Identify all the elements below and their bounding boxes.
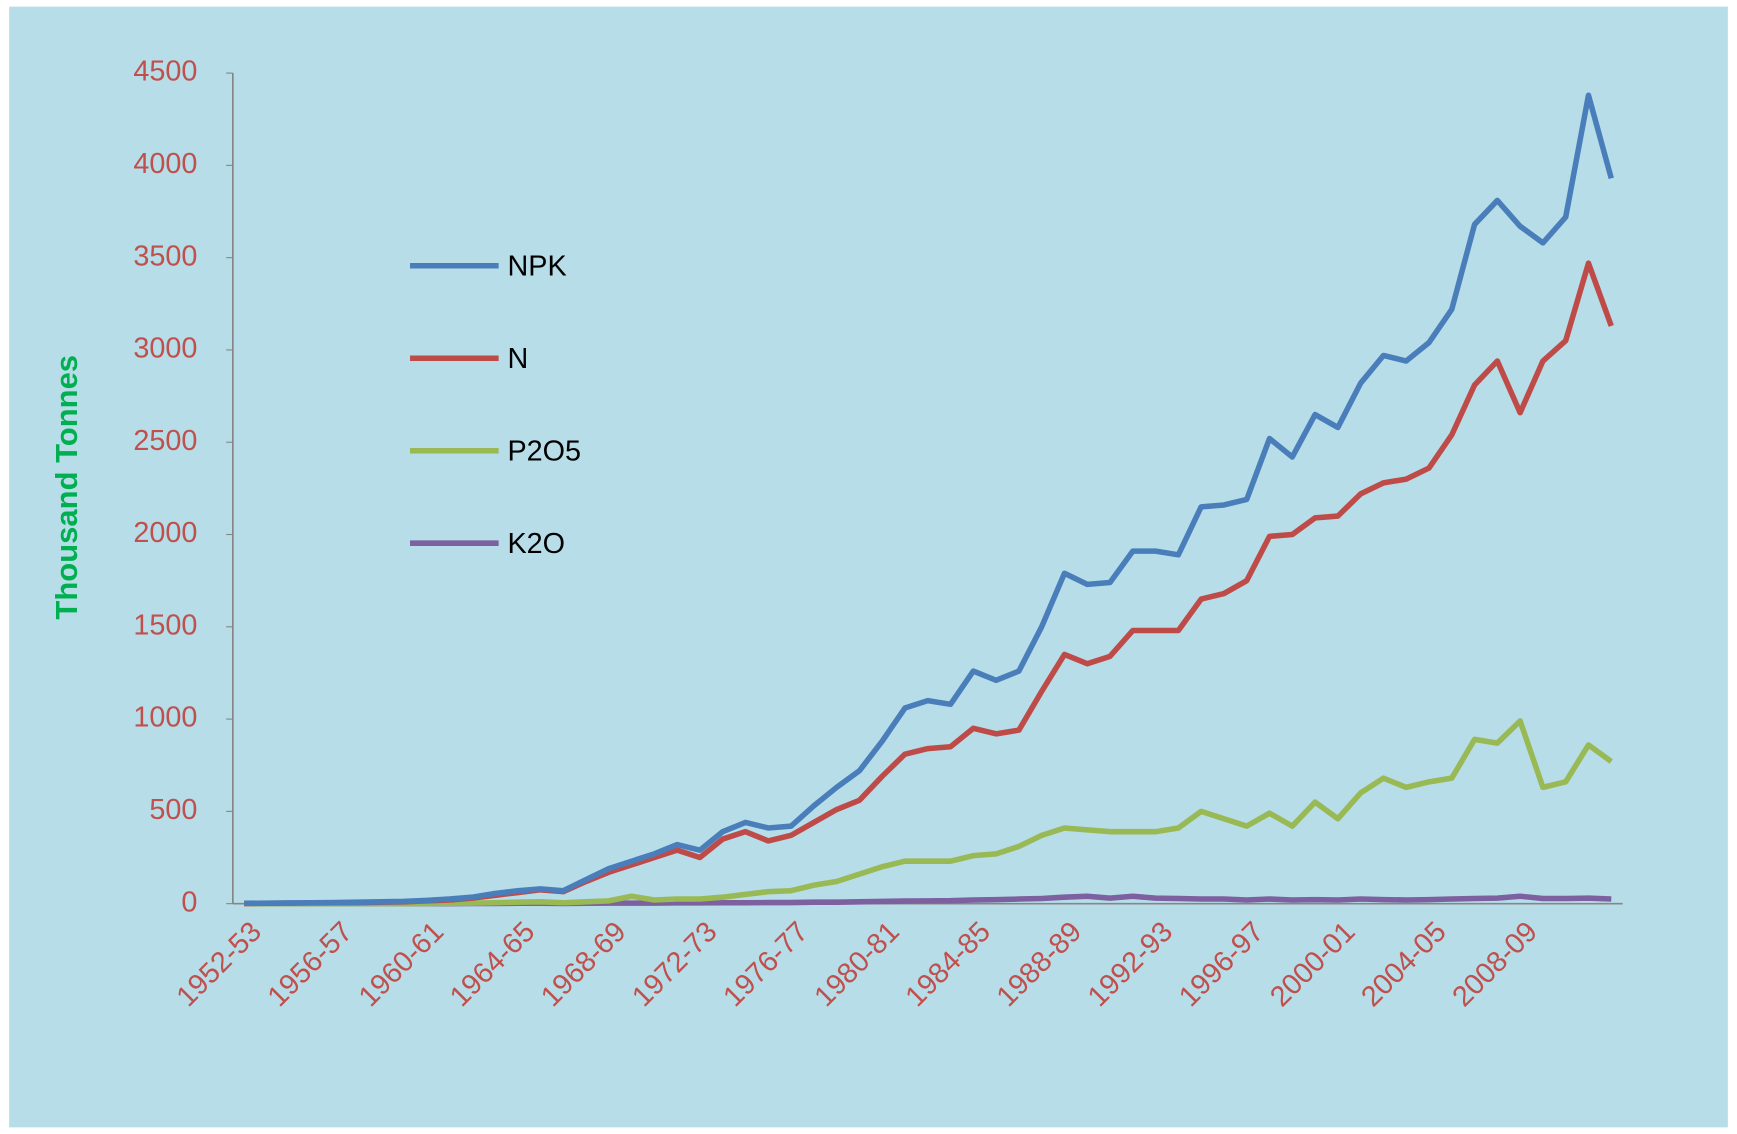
line-series [244,92,1614,907]
legend-label: K2O [507,528,565,560]
legend-label: N [507,343,528,375]
y-tick-label: 500 [149,794,197,826]
y-tick-label: 2500 [133,425,197,457]
legend-label: NPK [507,251,566,283]
y-tick-label: 4000 [133,148,197,180]
y-axis-title: Thousand Tonnes [49,355,84,620]
y-tick-label: 2000 [133,517,197,549]
y-tick-label: 3000 [133,333,197,365]
y-tick-label: 4500 [133,56,197,88]
y-tick-label: 1500 [133,609,197,641]
chart-background [9,6,1728,1128]
y-tick-label: 3500 [133,240,197,272]
y-tick-label: 1000 [133,702,197,734]
line-series [244,718,1613,907]
y-tick-label: 0 [181,886,197,918]
legend-label: P2O5 [507,436,581,468]
